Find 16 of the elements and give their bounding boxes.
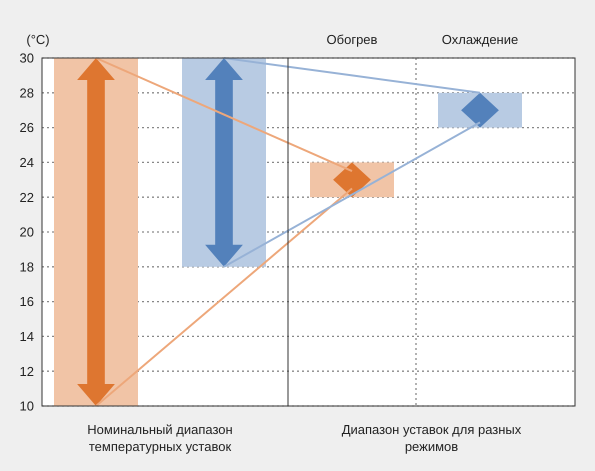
y-tick-label: 28 [20,85,34,100]
y-tick-label: 14 [20,328,34,344]
y-tick-label: 20 [20,224,34,240]
y-tick-label: 22 [20,190,34,205]
text: Номинальный диапазон температурных уставок [87,422,233,454]
y-tick-label: 18 [20,259,34,274]
x-tick-label: Охлаждение [442,32,518,47]
y-axis-title: (°C) [26,32,50,47]
y-tick-label: 24 [20,154,34,170]
y-tick-label: 26 [20,120,34,136]
text: Диапазон уставок для разных режимов [342,422,522,454]
y-tick-label: 30 [20,50,34,66]
y-tick-label: 16 [20,294,34,310]
y-tick-label: 12 [20,364,34,379]
x-tick-label: Обогрев [326,32,378,47]
y-tick-label: 10 [20,398,34,414]
